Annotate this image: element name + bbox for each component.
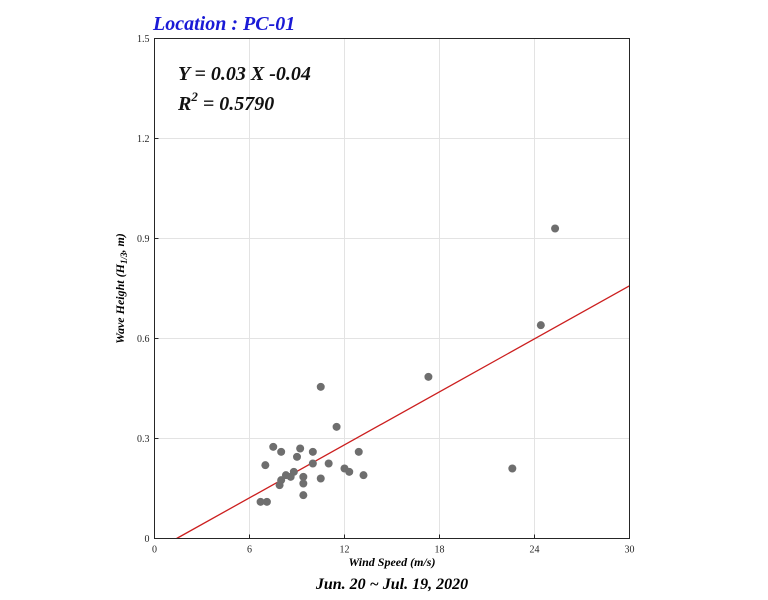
data-point: [324, 459, 333, 468]
data-point: [308, 447, 317, 456]
x-tick-label: 18: [435, 545, 445, 556]
grid: [154, 38, 630, 539]
r-squared-exponent: 2: [190, 89, 198, 104]
y-axis-label-unit: , m): [113, 233, 127, 253]
y-tick-label: 0: [145, 534, 150, 545]
data-point: [296, 444, 305, 453]
data-point: [269, 442, 278, 451]
regression-equation: Y = 0.03 X -0.04: [178, 63, 311, 85]
data-point: [293, 452, 301, 461]
data-point: [424, 372, 433, 381]
y-axis-label: Wave Height (H1/3, m): [113, 233, 129, 344]
data-point: [256, 497, 265, 506]
data-point: [359, 471, 368, 480]
data-point: [316, 474, 325, 483]
fit-line-layer: [176, 285, 630, 540]
data-point: [316, 382, 325, 391]
x-tick-label: 12: [340, 545, 350, 556]
chart-title: Location : PC-01: [152, 13, 295, 35]
data-point: [332, 422, 341, 431]
y-tick-label: 0.3: [137, 434, 150, 445]
period-caption: Jun. 20 ~ Jul. 19, 2020: [315, 576, 468, 593]
y-tick-label: 1.5: [137, 34, 150, 45]
y-axis-label-subscript: 1/3: [119, 252, 129, 264]
axis-ticks: 0 6 12 18 24 30 0 0.3 0.6 0.9 1.2 1.5: [137, 34, 635, 556]
data-point: [277, 447, 286, 456]
y-tick-label: 0.6: [137, 334, 150, 345]
y-axis-label-main: Wave Height (H: [113, 263, 127, 343]
regression-line: [176, 285, 630, 540]
data-points: [256, 224, 560, 506]
r-squared-label: R: [177, 93, 191, 115]
y-tick-label: 0.9: [137, 234, 150, 245]
x-tick-label: 6: [247, 545, 252, 556]
x-tick-label: 30: [625, 545, 635, 556]
data-point: [277, 476, 286, 485]
plot-area: [154, 38, 630, 539]
data-point: [536, 321, 545, 330]
data-point: [354, 447, 363, 456]
r-squared: R2 = 0.5790: [177, 89, 274, 115]
y-tick-label: 1.2: [137, 134, 150, 145]
data-point: [345, 467, 354, 476]
data-point: [262, 497, 271, 506]
plot-border: [154, 38, 630, 539]
x-tick-label: 24: [530, 545, 540, 556]
data-point: [551, 224, 560, 233]
data-point: [261, 461, 270, 470]
data-point: [299, 472, 308, 481]
data-point: [289, 467, 298, 476]
data-point: [299, 479, 308, 488]
x-tick-label: 0: [152, 545, 157, 556]
data-point: [299, 491, 308, 500]
x-axis-label: Wind Speed (m/s): [349, 555, 436, 569]
data-point: [508, 464, 517, 473]
data-point: [308, 459, 317, 468]
r-squared-value: = 0.5790: [198, 93, 274, 115]
